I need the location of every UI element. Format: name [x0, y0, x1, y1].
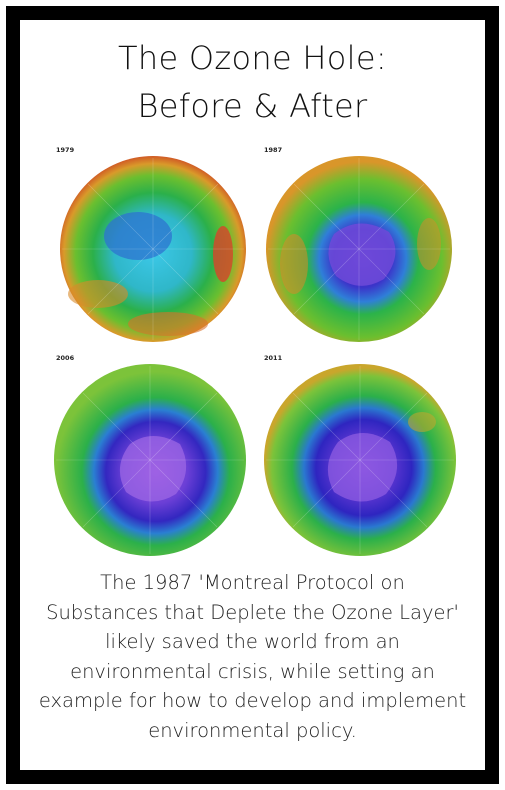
caption-line: example for how to develop and implement	[38, 689, 467, 712]
year-label-2011: 2011	[264, 354, 283, 362]
ozone-map-1979: 1979	[44, 140, 254, 350]
ozone-map-2006: 2006	[44, 348, 254, 558]
caption-line: likely saved the world from an	[105, 630, 400, 653]
caption-text: The 1987 'Montreal Protocol on Substance…	[26, 568, 479, 745]
ozone-map-1987: 1987	[252, 140, 462, 350]
title-line-1: The Ozone Hole:	[118, 39, 387, 77]
title-line-2: Before & After	[137, 87, 368, 125]
ozone-map-2011: 2011	[252, 348, 462, 558]
year-label-1987: 1987	[264, 146, 283, 154]
poster-title: The Ozone Hole: Before & After	[20, 34, 485, 130]
ozone-globe-2006-icon	[52, 362, 248, 558]
caption-line: Substances that Deplete the Ozone Layer'	[46, 600, 459, 624]
ozone-globe-1979-icon	[58, 154, 248, 344]
caption-line: environmental crisis, while setting an	[70, 659, 435, 683]
ozone-globe-2011-icon	[262, 362, 458, 558]
poster-content: The Ozone Hole: Before & After 1979	[20, 20, 485, 770]
black-border-frame: The Ozone Hole: Before & After 1979	[6, 6, 499, 784]
caption-line: The 1987 'Montreal Protocol on	[100, 571, 405, 594]
year-label-1979: 1979	[56, 146, 75, 154]
year-label-2006: 2006	[56, 354, 75, 362]
caption-line: environmental policy.	[148, 718, 357, 742]
ozone-globe-1987-icon	[264, 154, 454, 344]
